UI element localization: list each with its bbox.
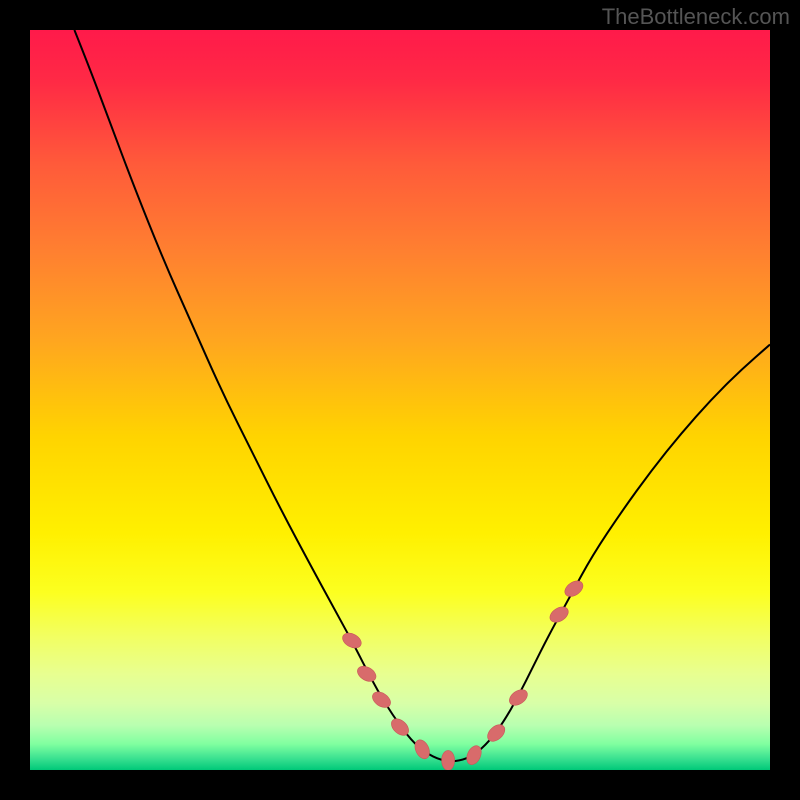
watermark-text: TheBottleneck.com (602, 4, 790, 30)
curve-marker (442, 750, 455, 770)
bottleneck-chart (30, 30, 770, 770)
gradient-background (30, 30, 770, 770)
